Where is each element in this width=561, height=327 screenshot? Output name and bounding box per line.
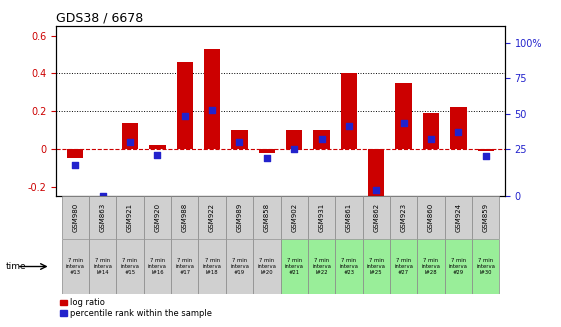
Point <box>344 123 353 128</box>
Bar <box>62 239 89 294</box>
Bar <box>417 196 445 239</box>
Text: 7 min
interva
l#28: 7 min interva l#28 <box>421 258 440 275</box>
Bar <box>177 62 193 149</box>
Text: 7 min
interva
l#14: 7 min interva l#14 <box>93 258 112 275</box>
Bar <box>144 239 171 294</box>
Bar <box>171 196 199 239</box>
Bar <box>171 239 199 294</box>
Text: GSM989: GSM989 <box>236 203 242 232</box>
Bar <box>341 73 357 149</box>
Point <box>153 152 162 157</box>
Bar <box>199 196 226 239</box>
Bar <box>259 149 275 153</box>
Bar <box>149 145 165 149</box>
Text: 7 min
interva
#29: 7 min interva #29 <box>449 258 468 275</box>
Bar <box>335 239 362 294</box>
Bar <box>116 196 144 239</box>
Text: 7 min
interva
#19: 7 min interva #19 <box>230 258 249 275</box>
Bar <box>362 196 390 239</box>
Point <box>235 140 244 145</box>
Bar <box>423 113 439 149</box>
Text: 7 min
interva
l#18: 7 min interva l#18 <box>203 258 222 275</box>
Bar <box>122 123 138 149</box>
Text: GSM931: GSM931 <box>319 203 325 232</box>
Text: GSM902: GSM902 <box>291 203 297 232</box>
Bar <box>417 239 445 294</box>
Point <box>399 120 408 125</box>
Text: GSM924: GSM924 <box>456 203 461 232</box>
Bar <box>286 130 302 149</box>
Point <box>289 146 298 151</box>
Bar <box>308 196 335 239</box>
Text: GSM923: GSM923 <box>401 203 407 232</box>
Text: 7 min
interva
l#30: 7 min interva l#30 <box>476 258 495 275</box>
Bar <box>231 130 247 149</box>
Text: 7 min
interva
l#25: 7 min interva l#25 <box>367 258 386 275</box>
Point <box>372 187 381 193</box>
Bar <box>335 196 362 239</box>
Text: GSM858: GSM858 <box>264 203 270 232</box>
Bar <box>89 239 116 294</box>
Bar <box>280 239 308 294</box>
Text: GSM921: GSM921 <box>127 203 133 232</box>
Text: GSM863: GSM863 <box>100 203 105 232</box>
Bar <box>472 239 499 294</box>
Bar <box>253 196 280 239</box>
Bar <box>390 196 417 239</box>
Bar <box>390 239 417 294</box>
Bar <box>144 196 171 239</box>
Point <box>263 155 272 161</box>
Text: 7 min
interva
l#16: 7 min interva l#16 <box>148 258 167 275</box>
Bar <box>62 196 89 239</box>
Text: GSM920: GSM920 <box>154 203 160 232</box>
Point <box>71 163 80 168</box>
Text: GSM988: GSM988 <box>182 203 188 232</box>
Bar <box>204 49 220 149</box>
Bar <box>253 239 280 294</box>
Bar <box>199 239 226 294</box>
Text: GSM859: GSM859 <box>483 203 489 232</box>
Text: 7 min
interva
#13: 7 min interva #13 <box>66 258 85 275</box>
Bar <box>226 196 253 239</box>
Point <box>208 108 217 113</box>
Bar <box>116 239 144 294</box>
Bar <box>396 83 412 149</box>
Legend: log ratio, percentile rank within the sample: log ratio, percentile rank within the sa… <box>60 299 212 318</box>
Text: GSM860: GSM860 <box>428 203 434 232</box>
Text: 7 min
interva
#21: 7 min interva #21 <box>285 258 304 275</box>
Text: time: time <box>6 262 26 271</box>
Text: 7 min
interva
#23: 7 min interva #23 <box>339 258 358 275</box>
Bar <box>226 239 253 294</box>
Bar <box>368 149 384 196</box>
Text: GSM862: GSM862 <box>373 203 379 232</box>
Point <box>454 129 463 134</box>
Bar <box>445 196 472 239</box>
Point <box>317 137 326 142</box>
Bar <box>477 149 494 151</box>
Text: 7 min
interva
#15: 7 min interva #15 <box>121 258 140 275</box>
Text: 7 min
interva
l#20: 7 min interva l#20 <box>257 258 276 275</box>
Point <box>98 194 107 199</box>
Point <box>126 140 135 145</box>
Point <box>180 114 189 119</box>
Point <box>426 137 435 142</box>
Text: GSM922: GSM922 <box>209 203 215 232</box>
Bar <box>450 107 467 149</box>
Bar <box>362 239 390 294</box>
Bar <box>472 196 499 239</box>
Bar <box>308 239 335 294</box>
Bar <box>89 196 116 239</box>
Bar <box>314 130 330 149</box>
Bar <box>280 196 308 239</box>
Text: GSM861: GSM861 <box>346 203 352 232</box>
Point <box>481 154 490 159</box>
Text: GDS38 / 6678: GDS38 / 6678 <box>56 12 144 25</box>
Bar <box>445 239 472 294</box>
Text: 7 min
interva
#27: 7 min interva #27 <box>394 258 413 275</box>
Bar <box>67 149 84 158</box>
Text: 7 min
interva
#17: 7 min interva #17 <box>175 258 194 275</box>
Text: 7 min
interva
l#22: 7 min interva l#22 <box>312 258 331 275</box>
Text: GSM980: GSM980 <box>72 203 78 232</box>
